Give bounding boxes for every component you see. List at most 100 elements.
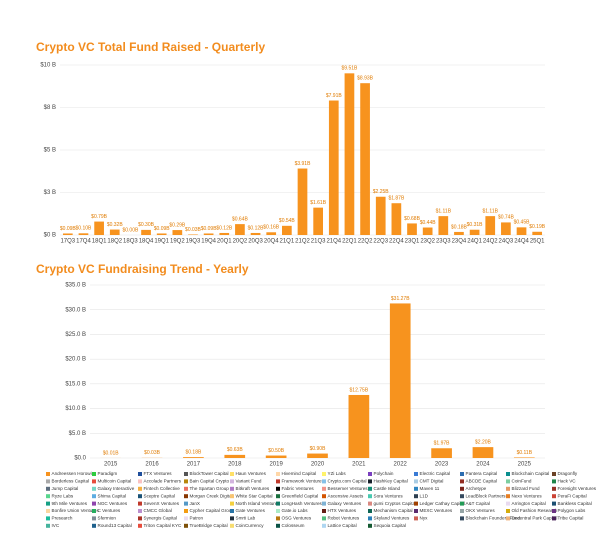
legend-label: OKX Ventures <box>466 508 496 513</box>
legend-swatch <box>92 501 96 506</box>
legend-label: Foresight Ventures <box>558 486 597 491</box>
legend-swatch <box>276 479 280 484</box>
x-tick-label: 2015 <box>104 462 118 468</box>
legend-label: Patron <box>190 516 204 521</box>
legend-label: Ledger Cathay Capital <box>420 501 466 506</box>
legend-swatch <box>414 472 418 476</box>
value-label: $0.63B <box>227 447 244 453</box>
legend-label: OSG Ventures <box>282 516 312 521</box>
legend-label: Jump Capital <box>52 486 79 491</box>
value-label: $0.03B <box>185 227 202 233</box>
legend-label: The Spartan Group <box>190 486 230 491</box>
legend-label: Polychain <box>374 471 394 476</box>
legend-swatch <box>322 523 326 528</box>
legend-label: Skyland Ventures <box>374 516 410 521</box>
x-tick-label: 18Q1 <box>92 239 107 245</box>
legend-label: HTX Ventures <box>328 508 357 513</box>
x-tick-label: 17Q4 <box>76 239 91 245</box>
legend-swatch <box>230 509 234 513</box>
y-tick-label: $20.0 B <box>65 357 86 363</box>
legend-swatch <box>138 479 142 484</box>
x-tick-label: 18Q4 <box>139 239 154 245</box>
legend-swatch <box>322 486 326 491</box>
y-tick-label: $3 B <box>44 190 56 196</box>
legend-label: Borderless Capital <box>52 479 90 484</box>
x-tick-label: 19Q4 <box>201 239 216 245</box>
legend-swatch <box>230 472 234 476</box>
legend-swatch <box>138 523 142 528</box>
legend-label: PeraFi Capital <box>558 493 587 498</box>
legend-swatch <box>368 494 372 499</box>
legend-label: Greenfield Capital <box>282 493 319 498</box>
chart-title: Crypto VC Fundraising Trend - Yearly <box>36 262 249 276</box>
legend-label: Ascensive Assets <box>328 493 364 498</box>
legend-swatch <box>368 479 372 484</box>
legend-swatch <box>46 486 50 491</box>
legend-label: NGC Ventures <box>98 501 128 506</box>
legend-label: Variant Fund <box>236 479 262 484</box>
legend-label: Tribe Capital <box>558 516 584 521</box>
legend-swatch <box>230 523 234 528</box>
x-tick-label: 23Q3 <box>436 239 451 245</box>
legend-swatch <box>322 509 326 513</box>
legend-swatch <box>552 479 556 484</box>
value-label: $8.93B <box>357 76 374 82</box>
legend-label: Mechanism Capital <box>374 508 413 513</box>
legend-label: Blockchain Founders Fund <box>466 516 521 521</box>
legend-label: Dragonfly <box>558 471 578 476</box>
legend-swatch <box>506 479 510 484</box>
value-label: $0.11B <box>517 450 533 456</box>
x-tick-label: 19Q2 <box>170 239 185 245</box>
x-tick-label: 23Q4 <box>452 239 467 245</box>
x-tick-label: 21Q4 <box>326 239 341 245</box>
y-tick-label: $10 B <box>40 63 56 69</box>
legend-label: Presearch <box>52 516 73 521</box>
legend-label: Bessemer Ventures <box>328 486 369 491</box>
legend-swatch <box>138 509 142 513</box>
legend-swatch <box>46 509 50 513</box>
legend-label: Hivemind Capital <box>282 471 317 476</box>
legend-label: FTX Ventures <box>144 471 173 476</box>
value-label: $0.68B <box>404 216 421 222</box>
y-tick-label: $8 B <box>44 105 56 111</box>
legend-label: Crypto.com Capital <box>328 479 367 484</box>
legend-label: Galaxy Ventures <box>328 501 362 506</box>
legend-swatch <box>184 494 188 499</box>
legend-swatch <box>322 479 326 484</box>
legend-swatch <box>276 516 280 521</box>
x-tick-label: 2018 <box>228 462 242 468</box>
y-tick-label: $10.0 B <box>65 406 86 412</box>
value-label: $1.61B <box>310 200 327 206</box>
legend-swatch <box>414 516 418 521</box>
legend-label: Cypher Capital Group <box>190 508 235 513</box>
x-tick-label: 18Q2 <box>107 239 122 245</box>
x-tick-label: 20Q1 <box>217 239 232 245</box>
legend-label: Galaxy Interactive <box>98 486 135 491</box>
value-label: $3.91B <box>295 161 312 167</box>
legend-swatch <box>322 516 326 521</box>
bar <box>141 229 151 235</box>
legend-swatch <box>138 501 142 506</box>
legend-label: Electric Capital <box>420 471 451 476</box>
bar <box>307 453 328 458</box>
value-label: $0.32B <box>107 222 124 228</box>
x-tick-label: 24Q4 <box>514 239 529 245</box>
x-tick-label: 2024 <box>476 462 490 468</box>
value-label: $0.19B <box>529 224 546 230</box>
legend-swatch <box>460 516 464 521</box>
legend-label: Bonfire Union Ventures <box>52 508 100 513</box>
y-tick-label: $5 B <box>44 148 56 154</box>
legend-swatch <box>92 516 96 521</box>
x-tick-label: 20Q3 <box>248 239 263 245</box>
legend-swatch <box>506 501 510 506</box>
bar <box>250 232 261 235</box>
x-tick-label: 19Q1 <box>154 239 169 245</box>
value-label: $0.44B <box>420 220 437 226</box>
x-tick-label: 17Q3 <box>60 239 75 245</box>
value-label: $9.51B <box>342 66 359 72</box>
bar <box>156 233 167 235</box>
legend-swatch <box>46 501 50 506</box>
legend-label: TrueBridge Capital <box>190 523 228 528</box>
legend-label: Pantera Capital <box>466 471 498 476</box>
legend-label: Lattice Capital <box>328 523 357 528</box>
